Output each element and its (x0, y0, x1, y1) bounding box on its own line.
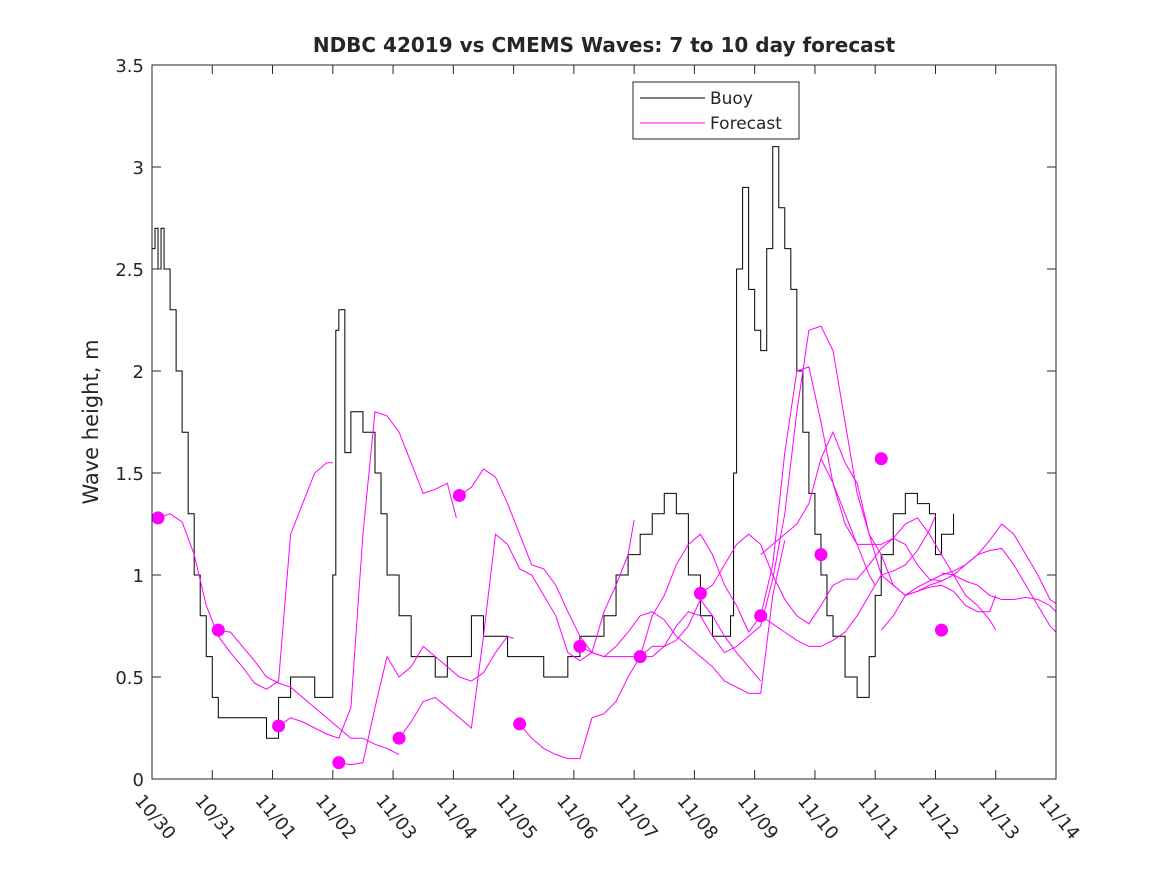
series-line-forecast-5 (398, 519, 635, 739)
x-tick-label: 11/06 (552, 791, 601, 844)
x-tick-label: 11/11 (853, 791, 902, 844)
x-tick-label: 11/08 (673, 791, 722, 844)
forecast-marker (693, 586, 707, 600)
forecast-marker (513, 717, 527, 731)
series-line-forecast-9 (640, 325, 997, 658)
forecast-marker (211, 623, 225, 637)
series-line-buoy (152, 146, 955, 739)
axes-box (151, 64, 1057, 780)
series-line-forecast-11 (760, 515, 936, 647)
x-tick-label: 11/09 (733, 791, 782, 844)
legend: Buoy Forecast (632, 81, 800, 140)
x-tick-label: 11/10 (793, 791, 842, 844)
series-line-forecast-3 (278, 411, 457, 739)
x-tick-label: 11/04 (432, 791, 481, 844)
y-tick-label: 0 (133, 770, 144, 791)
y-tick-label: 3 (133, 158, 144, 179)
y-tick-label: 2 (133, 362, 144, 383)
forecast-marker (814, 548, 828, 562)
series-line-forecast-15 (941, 572, 1057, 613)
x-tick-label: 11/13 (974, 791, 1023, 844)
series-line-forecast-4 (338, 635, 514, 766)
x-tick-label: 10/30 (130, 791, 179, 844)
y-tick-label: 2.5 (115, 260, 144, 281)
x-tick-label: 11/14 (1034, 791, 1083, 844)
x-tick-label: 11/05 (492, 791, 541, 844)
series-line-forecast-13 (820, 458, 876, 586)
legend-label-buoy: Buoy (710, 89, 753, 109)
legend-label-forecast: Forecast (710, 114, 782, 134)
forecast-marker (392, 731, 406, 745)
x-tick-label: 11/03 (371, 791, 420, 844)
forecast-marker (874, 452, 888, 466)
legend-box (632, 81, 800, 140)
chart-title: NDBC 42019 vs CMEMS Waves: 7 to 10 day f… (313, 33, 896, 57)
series-line-forecast-12 (760, 430, 1057, 604)
series-layer (152, 146, 1057, 766)
forecast-marker (934, 623, 948, 637)
forecast-marker (332, 756, 346, 770)
forecast-marker (272, 719, 286, 733)
x-tick-label: 11/12 (914, 791, 963, 844)
series-line-forecast-14 (880, 547, 1057, 633)
marker-layer (151, 452, 948, 770)
x-tick-label: 11/01 (251, 791, 300, 844)
y-tick-label: 1.5 (115, 464, 144, 485)
forecast-marker (452, 488, 466, 502)
y-tick-label: 0.5 (115, 668, 144, 689)
y-axis-label: Wave height, m (79, 339, 103, 504)
x-tick-label: 11/07 (612, 791, 661, 844)
series-line-forecast-2 (218, 629, 400, 755)
forecast-marker (633, 650, 647, 664)
series-line-forecast-1 (157, 462, 333, 690)
x-tick-label: 10/31 (190, 791, 239, 844)
forecast-marker (151, 511, 165, 525)
forecast-marker (573, 639, 587, 653)
forecast-marker (754, 609, 768, 623)
plot-area (151, 64, 1057, 780)
plot-background (152, 65, 1056, 779)
y-tick-label: 1 (133, 566, 144, 587)
series-line-forecast-6 (459, 468, 786, 694)
y-axis: 0 0.5 1 1.5 2 2.5 3 3.5 (115, 56, 1056, 791)
x-tick-label: 11/02 (311, 791, 360, 844)
y-tick-label: 3.5 (115, 56, 144, 77)
